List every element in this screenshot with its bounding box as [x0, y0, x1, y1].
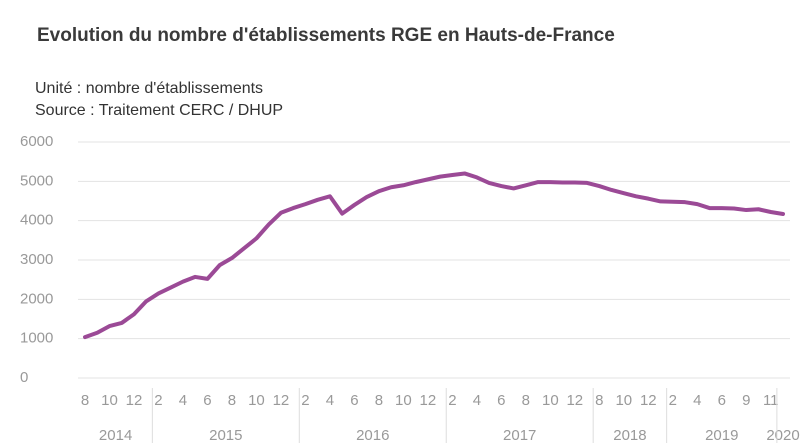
y-tick-label: 1000	[20, 330, 53, 347]
x-tick-label: 12	[273, 392, 290, 409]
x-tick-label: 2	[448, 392, 456, 409]
x-tick-label: 8	[375, 392, 383, 409]
year-label: 2014	[99, 427, 132, 443]
y-tick-label: 4000	[20, 212, 53, 229]
y-tick-label: 5000	[20, 172, 53, 189]
x-tick-label: 6	[718, 392, 726, 409]
year-label: 2016	[356, 427, 389, 443]
data-line	[83, 171, 785, 340]
x-tick-label: 4	[473, 392, 481, 409]
year-label: 2015	[209, 427, 242, 443]
x-tick-label: 12	[420, 392, 437, 409]
x-tick-label: 10	[248, 392, 265, 409]
x-tick-label: 6	[350, 392, 358, 409]
x-tick-label: 6	[203, 392, 211, 409]
year-label: 2018	[613, 427, 646, 443]
year-label: 2020	[766, 427, 799, 443]
x-tick-label: 10	[615, 392, 632, 409]
x-tick-label: 2	[669, 392, 677, 409]
x-tick-label: 12	[640, 392, 657, 409]
x-tick-label: 10	[395, 392, 412, 409]
year-label: 2019	[705, 427, 738, 443]
x-tick-label: 4	[179, 392, 187, 409]
source: Source : Traitement CERC / DHUP	[35, 102, 284, 119]
x-tick-label: 2	[301, 392, 309, 409]
y-tick-label: 6000	[20, 133, 53, 150]
y-tick-label: 0	[20, 369, 28, 386]
x-tick-label: 8	[595, 392, 603, 409]
x-tick-label: 6	[497, 392, 505, 409]
x-tick-label: 9	[742, 392, 750, 409]
x-tick-label: 8	[81, 392, 89, 409]
x-tick-label: 4	[693, 392, 701, 409]
subtitle: Unité : nombre d'établissements	[35, 80, 264, 97]
x-tick-label: 11	[763, 392, 779, 409]
y-tick-label: 3000	[20, 251, 53, 268]
year-label: 2017	[503, 427, 536, 443]
x-tick-label: 2	[154, 392, 162, 409]
x-tick-label: 8	[522, 392, 530, 409]
x-tick-label: 10	[101, 392, 118, 409]
x-tick-label: 8	[228, 392, 236, 409]
x-tick-label: 12	[126, 392, 143, 409]
x-tick-label: 4	[326, 392, 334, 409]
x-tick-label: 12	[566, 392, 583, 409]
x-tick-label: 10	[542, 392, 559, 409]
y-tick-label: 2000	[20, 290, 53, 307]
chart-title: Evolution du nombre d'établissements RGE…	[37, 25, 615, 46]
